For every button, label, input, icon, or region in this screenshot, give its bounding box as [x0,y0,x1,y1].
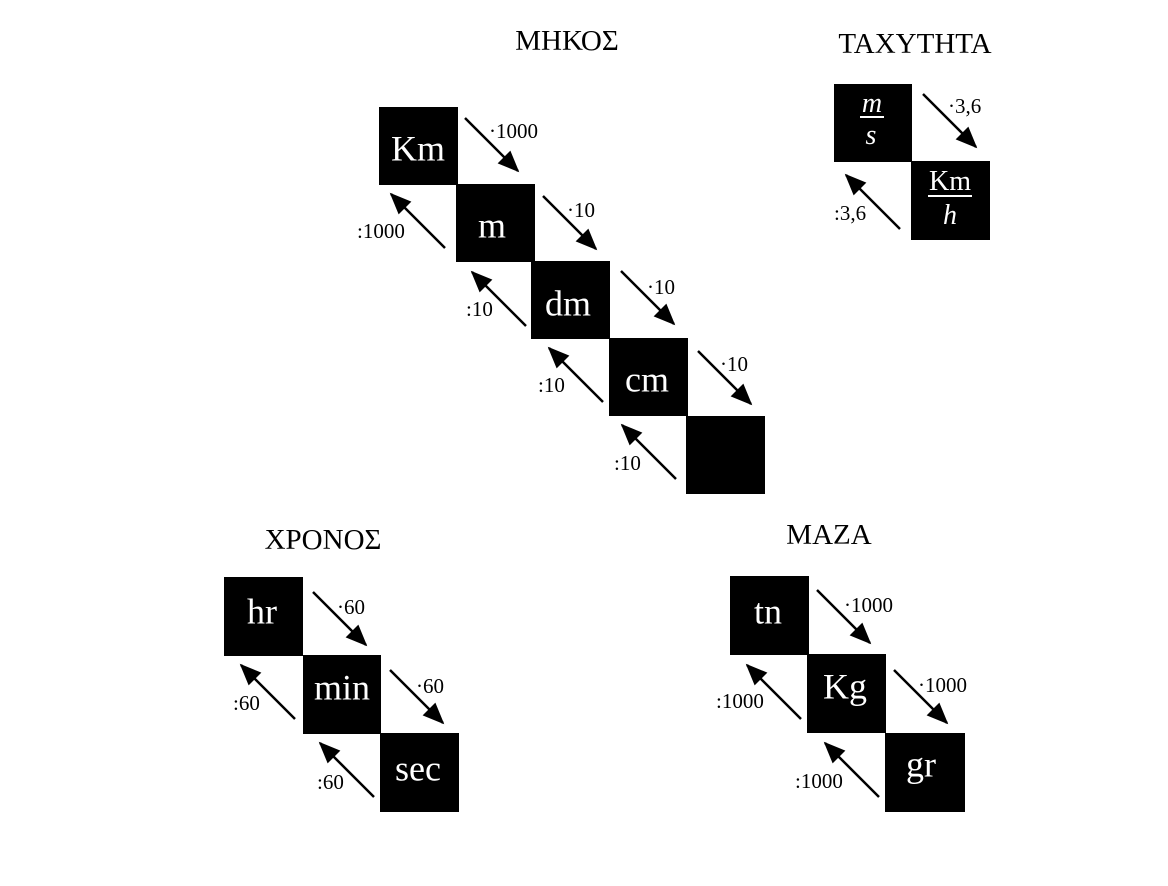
length-down-arrow [464,117,520,173]
length-down-factor: ·10 [720,352,748,376]
time-unit-label: hr [247,591,277,631]
mass-down-factor: ·1000 [844,593,893,617]
mass-down-factor: ·1000 [918,673,967,697]
length-unit-label: dm [545,283,591,323]
time-box-min: min [303,655,381,734]
time-unit-label: sec [395,748,441,788]
length-box-cm: cm [609,338,688,416]
time-down-arrow [389,669,445,725]
mass-group: ΜΑΖΑ tn Kg gr ·1000 ·1000 :1000 :1000 [716,519,967,812]
speed-unit1-denominator: s [866,120,877,151]
length-down-factor: ·10 [647,275,675,299]
mass-title: ΜΑΖΑ [786,519,871,551]
speed-up-arrow [844,173,901,230]
time-up-arrow [318,741,375,798]
mass-unit-label: gr [906,744,936,784]
mass-down-arrow [816,589,872,645]
speed-unit1-numerator: m [862,88,882,119]
time-down-arrow [312,591,368,647]
time-down-factor: ·60 [337,595,365,619]
length-box-km: Km [379,107,458,185]
length-box-dm: dm [531,261,610,339]
time-box-hr: hr [224,577,303,656]
length-up-factor: :10 [614,451,641,475]
mass-up-factor: :1000 [795,769,843,793]
mass-box-gr: gr [885,733,965,812]
length-group: ΜΗΚΟΣ Km m dm cm ·1000 ·10 ·10 ·10 [357,25,765,494]
length-down-arrow [620,270,676,326]
length-up-arrow [389,192,446,249]
mass-unit-label: tn [754,591,782,631]
mass-up-arrow [823,741,880,798]
length-up-arrow [547,346,604,403]
speed-unit2-denominator: h [943,200,957,231]
time-title: ΧΡΟΝΟΣ [265,524,382,556]
speed-box-kmh: Km h [911,161,990,240]
time-up-arrow [239,663,296,720]
length-down-arrow [697,350,753,406]
mass-up-arrow [745,663,802,720]
time-down-factor: ·60 [416,674,444,698]
time-unit-label: min [314,667,370,707]
length-down-factor: ·10 [567,198,595,222]
length-box-m: m [456,184,535,262]
length-up-arrow [470,270,527,327]
mass-unit-label: Kg [823,666,867,706]
speed-title: ΤΑΧΥΤΗΤΑ [838,28,991,60]
speed-up-factor: :3,6 [834,201,866,225]
speed-down-factor: ·3,6 [948,94,981,118]
mass-box-tn: tn [730,576,809,655]
mass-up-factor: :1000 [716,689,764,713]
length-up-factor: :10 [466,297,493,321]
time-box-sec: sec [380,733,459,812]
speed-down-arrow [922,93,978,149]
mass-down-arrow [893,669,949,725]
length-unit-label: Km [391,128,445,168]
mass-box-kg: Kg [807,654,886,733]
length-unit-label: cm [625,359,669,399]
length-up-arrow [620,423,677,480]
length-up-factor: :10 [538,373,565,397]
length-title: ΜΗΚΟΣ [515,25,619,57]
length-down-factor: ·1000 [489,119,538,143]
speed-group: ΤΑΧΥΤΗΤΑ m s Km h ·3,6 :3,6 [834,28,992,240]
time-group: ΧΡΟΝΟΣ hr min sec ·60 ·60 :60 :60 [224,524,459,812]
length-box-blank [686,416,765,494]
length-up-factor: :1000 [357,219,405,243]
speed-unit2-numerator: Km [929,166,971,197]
length-down-arrow [542,195,598,251]
time-up-factor: :60 [233,691,260,715]
time-up-factor: :60 [317,770,344,794]
length-unit-label: m [478,205,506,245]
speed-box-ms: m s [834,84,912,162]
